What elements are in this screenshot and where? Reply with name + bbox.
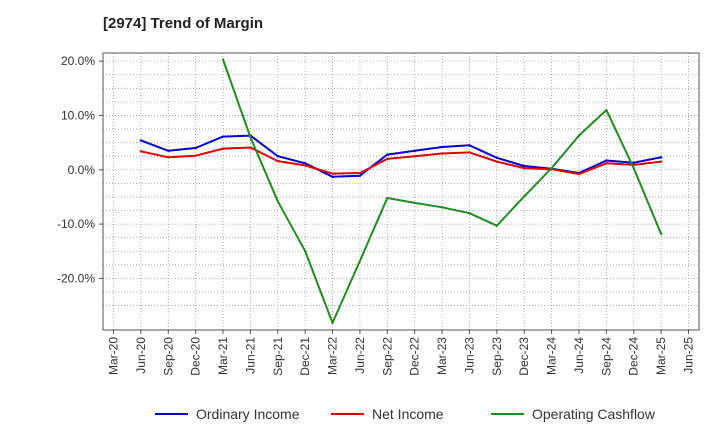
data-point — [440, 145, 444, 149]
x-tick-label: Dec-24 — [627, 337, 641, 376]
y-tick-label: -20.0% — [57, 271, 95, 285]
series-line — [140, 146, 662, 176]
data-point — [194, 146, 197, 150]
data-point — [386, 196, 389, 200]
data-point — [221, 135, 225, 138]
grid-layer — [103, 53, 699, 330]
data-point — [468, 144, 471, 147]
data-point — [194, 154, 197, 157]
data-point — [495, 160, 499, 163]
y-tick-label: 10.0% — [61, 108, 95, 122]
data-point — [221, 147, 225, 150]
x-tick-label: Mar-21 — [216, 337, 230, 375]
x-tick-label: Jun-24 — [572, 337, 586, 374]
x-tick-label: Mar-20 — [107, 337, 121, 375]
x-tick-label: Jun-23 — [462, 337, 476, 374]
data-point — [303, 162, 307, 165]
data-point — [495, 156, 499, 160]
data-point — [413, 149, 416, 152]
x-tick-label: Dec-23 — [517, 337, 531, 376]
data-point — [303, 164, 307, 167]
legend-label: Ordinary Income — [196, 406, 300, 422]
x-tick-label: Sep-22 — [380, 337, 394, 376]
x-tick-label: Mar-25 — [654, 337, 668, 375]
data-point — [386, 157, 389, 161]
legend-label: Operating Cashflow — [532, 406, 656, 422]
data-point — [659, 160, 663, 163]
series-layer — [139, 58, 663, 325]
x-tick-label: Sep-20 — [161, 337, 175, 376]
x-axis: Mar-20 Jun-20 Sep-20 Dec-20 Mar-21 Jun-21 Sep-… — [107, 330, 696, 376]
x-tick-label: Dec-21 — [298, 337, 312, 376]
y-axis: 20.0% 10.0% 0.0% -10.0% -20.0% — [57, 54, 103, 285]
x-tick-label: Dec-22 — [408, 337, 422, 376]
data-point — [139, 139, 143, 142]
data-point — [468, 212, 471, 215]
x-tick-label: Mar-24 — [545, 337, 559, 375]
data-point — [358, 171, 362, 175]
data-point — [632, 166, 635, 170]
data-point — [167, 149, 170, 152]
data-point — [386, 153, 389, 156]
data-point — [139, 150, 143, 153]
data-point — [331, 172, 334, 175]
data-point — [413, 154, 416, 158]
data-point — [605, 108, 608, 112]
data-point — [358, 259, 362, 263]
data-point — [523, 164, 526, 168]
data-point — [605, 162, 608, 165]
data-point — [468, 151, 471, 154]
x-tick-label: Mar-22 — [326, 337, 340, 375]
data-point — [577, 172, 581, 176]
data-point — [577, 134, 581, 137]
y-tick-label: 0.0% — [68, 163, 96, 177]
x-tick-label: Jun-22 — [353, 337, 367, 374]
data-point — [523, 166, 526, 170]
y-tick-label: 20.0% — [61, 54, 95, 68]
plot-frame — [102, 52, 700, 331]
data-point — [523, 195, 526, 198]
chart-title: [2974] Trend of Margin — [103, 15, 264, 32]
data-point — [659, 156, 663, 159]
x-tick-label: Sep-21 — [271, 337, 285, 376]
data-point — [249, 146, 252, 149]
data-point — [249, 135, 252, 139]
data-point — [358, 174, 362, 177]
x-tick-label: Jun-21 — [243, 337, 257, 374]
x-tick-label: Jun-20 — [134, 337, 148, 374]
x-tick-label: Jun-25 — [682, 337, 696, 374]
data-point — [495, 224, 499, 227]
data-point — [440, 206, 444, 209]
data-point — [276, 200, 279, 203]
x-tick-label: Mar-23 — [435, 337, 449, 375]
data-point — [276, 159, 279, 163]
data-point — [632, 161, 635, 164]
data-point — [413, 201, 416, 205]
data-point — [331, 321, 334, 325]
x-tick-label: Dec-20 — [189, 337, 203, 376]
data-point — [659, 232, 663, 236]
x-tick-label: Sep-23 — [490, 337, 504, 376]
y-tick-label: -10.0% — [57, 217, 95, 231]
legend-label: Net Income — [372, 406, 444, 422]
data-point — [303, 250, 307, 253]
data-point — [331, 175, 334, 179]
data-point — [221, 58, 225, 61]
x-tick-label: Sep-24 — [599, 337, 613, 376]
data-point — [605, 159, 608, 162]
data-point — [440, 152, 444, 155]
data-point — [550, 166, 553, 170]
legend: Ordinary Income Net Income Operating Cashf… — [155, 406, 656, 422]
data-point — [276, 154, 279, 158]
data-point — [167, 156, 170, 159]
